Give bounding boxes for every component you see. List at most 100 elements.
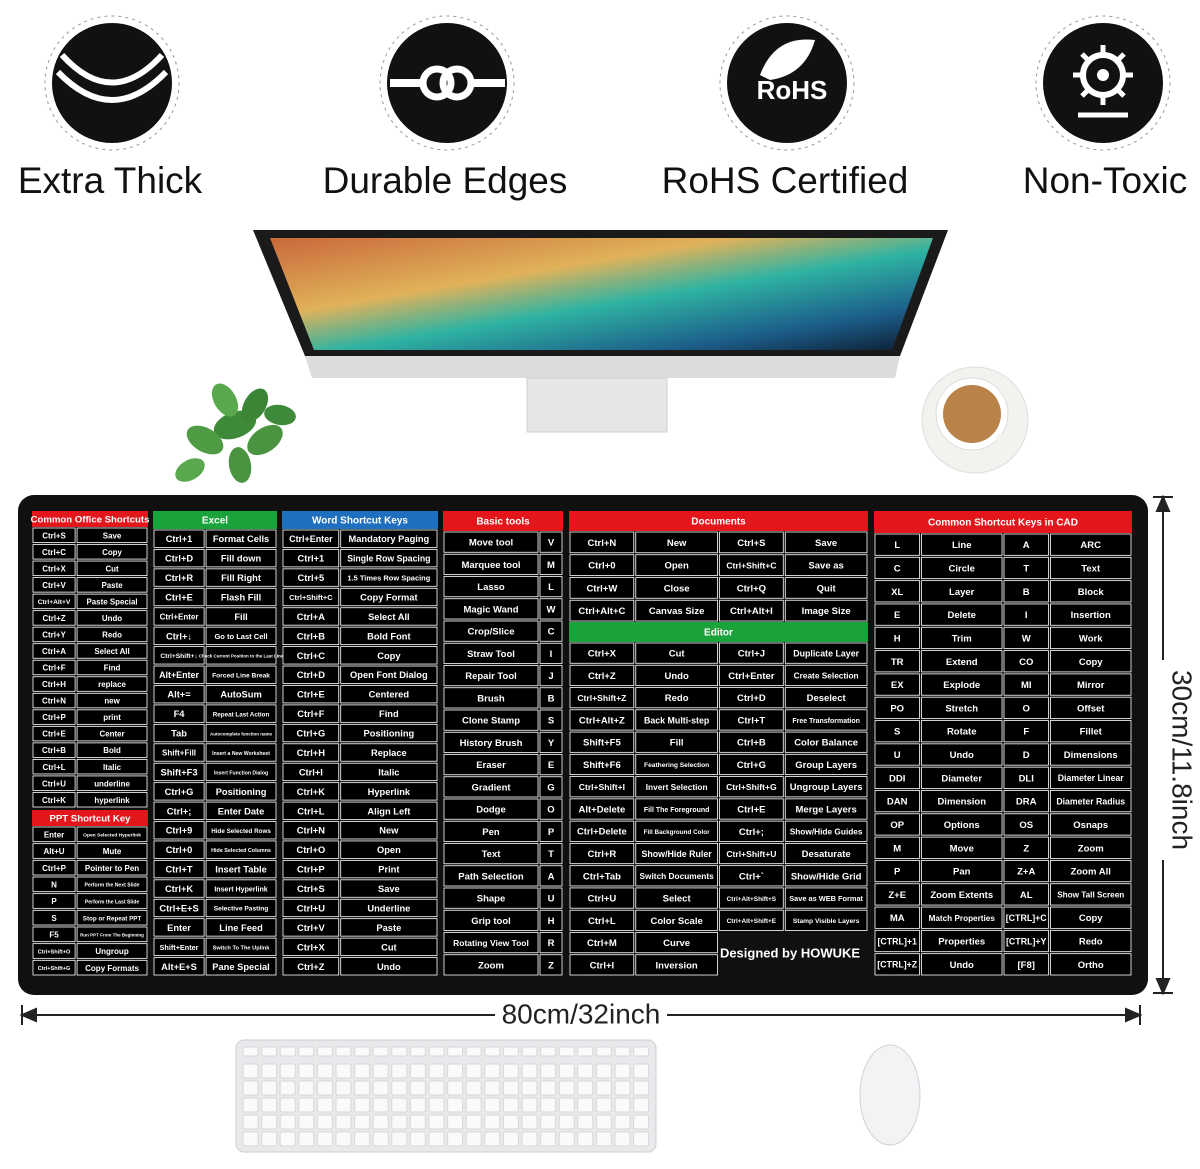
key bbox=[447, 1114, 464, 1130]
cell bbox=[874, 673, 920, 696]
shortcut-key: Ctrl+R bbox=[165, 573, 193, 583]
cell bbox=[153, 918, 205, 937]
shortcut-action: Properties bbox=[938, 937, 985, 948]
key bbox=[242, 1131, 259, 1147]
shortcut-key: MI bbox=[1021, 680, 1032, 691]
shortcut-action: Back Multi-step bbox=[644, 715, 710, 725]
shortcut-action: Dimensions bbox=[1064, 750, 1118, 761]
cell bbox=[153, 782, 205, 801]
cell bbox=[76, 659, 148, 676]
key bbox=[242, 1097, 259, 1113]
cell bbox=[874, 650, 920, 673]
shortcut-key: F5 bbox=[49, 930, 59, 939]
shortcut-action: Circle bbox=[949, 563, 975, 574]
shortcut-action: hyperlink bbox=[94, 796, 130, 805]
shortcut-action: Selective Pasting bbox=[214, 906, 269, 913]
shortcut-action: Insert a New Worksheet bbox=[212, 751, 270, 757]
key bbox=[595, 1114, 612, 1130]
cell bbox=[784, 753, 868, 775]
key bbox=[298, 1131, 315, 1147]
cell bbox=[443, 887, 539, 909]
cell bbox=[784, 709, 868, 731]
key bbox=[540, 1063, 557, 1079]
cell bbox=[635, 753, 718, 775]
shortcut-action: Positioning bbox=[216, 787, 267, 797]
shortcut-key: Eraser bbox=[476, 760, 506, 771]
shortcut-key: DAN bbox=[887, 797, 908, 808]
shortcut-action: replace bbox=[98, 680, 126, 689]
shortcut-action: Undo bbox=[102, 614, 122, 623]
shortcut-action: Pan bbox=[953, 867, 971, 878]
cell bbox=[443, 820, 539, 842]
cell bbox=[32, 610, 76, 626]
key bbox=[465, 1131, 482, 1147]
key bbox=[577, 1046, 594, 1057]
shortcut-action: Pointer to Pen bbox=[85, 864, 139, 873]
key bbox=[372, 1063, 389, 1079]
shortcut-action: Show/Hide Grid bbox=[791, 871, 862, 882]
cell bbox=[635, 731, 718, 753]
key bbox=[242, 1080, 259, 1096]
cell bbox=[635, 820, 718, 842]
shortcut-action: Hide Selected Rows bbox=[211, 828, 271, 835]
key bbox=[502, 1063, 519, 1079]
cell bbox=[539, 887, 563, 909]
cell bbox=[32, 593, 76, 610]
shortcut-action: Check Current Position to the Last Line bbox=[199, 654, 284, 659]
shortcut-key: Ctrl+Y bbox=[42, 631, 66, 640]
cell bbox=[205, 840, 277, 859]
shortcut-action: 1.5 Times Row Spacing bbox=[347, 574, 430, 583]
cell bbox=[874, 696, 920, 719]
cell bbox=[443, 776, 539, 798]
shortcut-action: Color Scale bbox=[650, 916, 702, 927]
cell bbox=[32, 692, 76, 709]
cell bbox=[76, 943, 148, 959]
cell bbox=[32, 527, 76, 543]
shortcut-key: Ctrl+T bbox=[738, 715, 766, 726]
shortcut-action: L bbox=[548, 582, 554, 593]
shortcut-key: F4 bbox=[174, 709, 186, 719]
shortcut-action: Free Transformation bbox=[792, 718, 860, 725]
shortcut-key: Ctrl+; bbox=[167, 806, 192, 816]
shortcut-key: Ctrl+S bbox=[737, 538, 765, 549]
section-header bbox=[569, 511, 868, 531]
shortcut-action: Undo bbox=[950, 750, 974, 761]
cell bbox=[569, 709, 635, 731]
cell bbox=[635, 664, 718, 686]
shortcut-action: Ungroup bbox=[95, 947, 128, 956]
cell bbox=[921, 836, 1003, 859]
cell bbox=[282, 549, 340, 568]
section-header bbox=[443, 511, 563, 531]
cell bbox=[635, 554, 718, 576]
cell bbox=[153, 723, 205, 743]
key bbox=[372, 1046, 389, 1057]
key bbox=[298, 1063, 315, 1079]
shortcut-key: Ctrl+F bbox=[297, 709, 324, 719]
cell bbox=[205, 957, 277, 976]
shortcut-key: Lasso bbox=[477, 582, 505, 593]
key bbox=[502, 1114, 519, 1130]
cell bbox=[32, 577, 76, 593]
cell bbox=[282, 587, 340, 607]
cell bbox=[1050, 650, 1132, 673]
cell bbox=[921, 696, 1003, 719]
cell bbox=[153, 665, 205, 684]
cell bbox=[340, 529, 438, 548]
key bbox=[577, 1097, 594, 1113]
shortcut-action: Redo bbox=[1079, 937, 1103, 948]
cell bbox=[569, 642, 635, 664]
cell bbox=[1003, 580, 1049, 603]
shortcut-key: Ctrl+W bbox=[586, 583, 617, 594]
shortcut-key: Ctrl+E+S bbox=[159, 903, 198, 913]
shortcut-key: Ctrl+1 bbox=[298, 554, 325, 564]
shortcut-key: Alt+= bbox=[167, 690, 191, 700]
shortcut-key: Ctrl+0 bbox=[166, 845, 193, 855]
shortcut-key: Ctrl+Shift+C bbox=[726, 560, 776, 570]
cell bbox=[32, 926, 76, 943]
cell bbox=[569, 932, 635, 954]
cell bbox=[340, 587, 438, 607]
cell bbox=[205, 937, 277, 956]
key bbox=[521, 1097, 538, 1113]
cell bbox=[282, 821, 340, 840]
shortcut-action: Hyperlink bbox=[368, 787, 411, 797]
